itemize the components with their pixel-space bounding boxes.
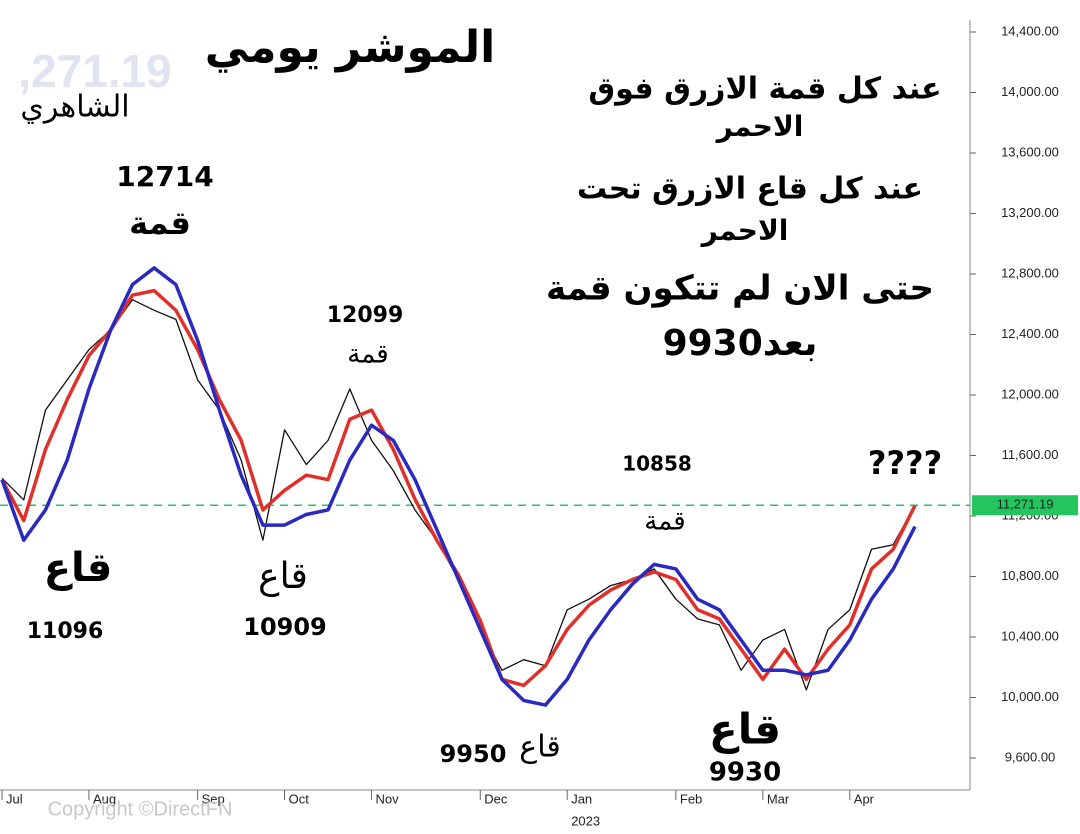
y-tick-label: 12,800.00 — [1001, 265, 1059, 280]
annotation: قاع — [519, 730, 560, 765]
y-tick-label: 12,400.00 — [1001, 326, 1059, 341]
y-tick-label: 10,000.00 — [1001, 689, 1059, 704]
x-tick-label: Jan — [571, 791, 592, 806]
annotation: بعد9930 — [663, 323, 818, 364]
annotation: قاع — [44, 545, 113, 591]
annotation: الشاهري — [20, 90, 129, 125]
annotation: قمة — [129, 204, 191, 242]
annotation: الاحمر — [700, 214, 789, 247]
series-line — [0, 288, 917, 688]
annotation: عند كل قاع الازرق تحت — [577, 172, 923, 207]
x-tick-label: Oct — [289, 791, 310, 806]
copyright: Copyright ©DirectFN — [48, 798, 233, 820]
y-tick-label: 13,600.00 — [1001, 144, 1059, 159]
x-tick-label: Jul — [6, 791, 23, 806]
annotation: حتى الان لم تتكون قمة — [546, 269, 934, 309]
annotation: ???? — [868, 444, 942, 482]
annotation: عند كل قمة الازرق فوق — [588, 72, 941, 107]
x-tick-label: Feb — [680, 791, 702, 806]
annotation: 9950 — [440, 740, 507, 768]
annotation: 10909 — [243, 613, 327, 641]
y-tick-label: 9,600.00 — [1005, 749, 1056, 764]
annotation: 12714 — [116, 160, 213, 193]
y-tick-label: 13,200.00 — [1001, 205, 1059, 220]
annotation: قمة — [347, 340, 388, 370]
y-tick-label: 12,000.00 — [1001, 386, 1059, 401]
reference-box — [972, 495, 1078, 516]
annotation: الاحمر — [715, 110, 804, 143]
reference-label: 11,271.19 — [997, 497, 1054, 512]
y-tick-label: 11,600.00 — [1002, 447, 1059, 462]
x-tick-label: Mar — [767, 791, 790, 806]
annotation: قاع — [258, 556, 308, 597]
annotation: قمة — [644, 507, 685, 537]
x-tick-label: Apr — [854, 791, 875, 806]
annotation: 11096 — [27, 619, 104, 644]
x-tick-label: Nov — [376, 791, 400, 806]
annotation: 10858 — [622, 452, 692, 476]
y-tick-label: 14,400.00 — [1001, 23, 1059, 38]
annotation: قاع — [709, 705, 781, 754]
y-tick-label: 10,400.00 — [1001, 628, 1059, 643]
annotation: 12099 — [327, 303, 404, 328]
year-label: 2023 — [571, 813, 600, 828]
series-line — [0, 266, 917, 707]
watermark: ,271.19 — [18, 45, 171, 97]
y-tick-label: 10,800.00 — [1001, 568, 1059, 583]
x-tick-label: Sep — [202, 791, 225, 806]
x-tick-label: Aug — [93, 791, 116, 806]
y-tick-label: 14,000.00 — [1001, 84, 1059, 99]
x-tick-label: Dec — [484, 791, 508, 806]
chart-title: الموشر يومي — [205, 22, 496, 73]
annotation: 9930 — [709, 758, 781, 788]
